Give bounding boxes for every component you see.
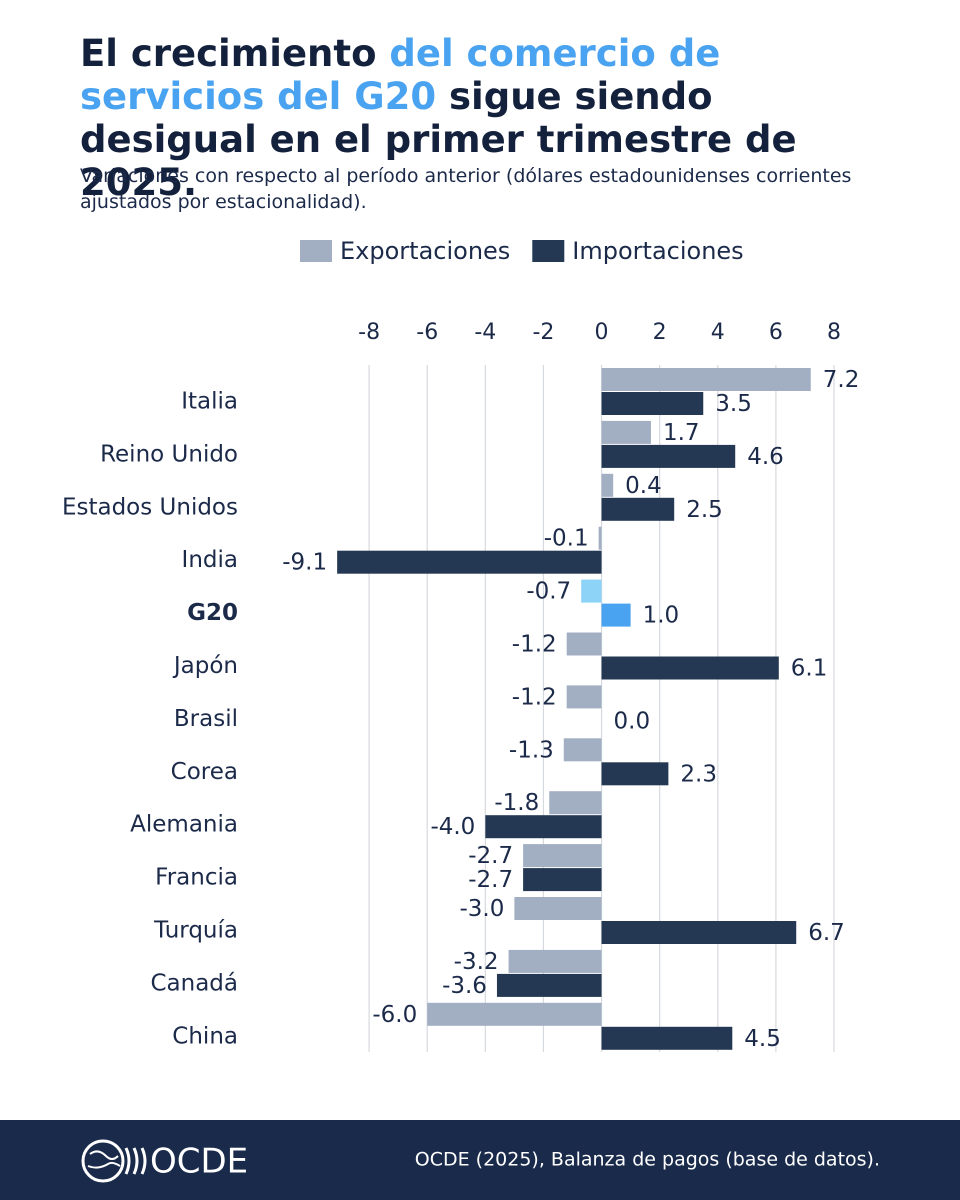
footer: OCDE OCDE (2025), Balanza de pagos (base… — [0, 1120, 960, 1200]
y-tick-label: G20 — [187, 600, 238, 626]
bar — [601, 444, 736, 468]
data-label: -1.3 — [509, 737, 554, 763]
y-tick-label: Corea — [171, 759, 238, 785]
footer-graphics: OCDE OCDE (2025), Balanza de pagos (base… — [81, 1139, 880, 1183]
chart-subtitle: Variaciones con respecto al período ante… — [80, 165, 852, 213]
y-tick-label: Turquía — [153, 918, 238, 944]
data-label: 1.0 — [643, 603, 680, 629]
y-tick-label: Brasil — [174, 706, 238, 732]
title-part: sigue siendo desigual en el primer trime… — [80, 75, 797, 204]
data-label: 1.7 — [663, 420, 700, 446]
y-tick-label: Japón — [172, 653, 238, 679]
bar — [598, 526, 602, 550]
data-label: 7.2 — [823, 367, 860, 393]
data-label: 0.4 — [625, 473, 662, 499]
x-tick-label: -2 — [532, 320, 554, 345]
data-label: -1.8 — [494, 790, 539, 816]
bar — [549, 791, 602, 815]
bar — [514, 897, 602, 920]
data-label: -2.7 — [468, 867, 513, 893]
data-label: -9.1 — [282, 550, 327, 576]
bar — [601, 1026, 733, 1050]
data-label: 3.5 — [715, 391, 752, 417]
title-part: El crecimiento — [80, 32, 377, 75]
legend-label: Exportaciones — [340, 237, 510, 265]
bar — [523, 868, 602, 892]
bar — [601, 921, 797, 944]
data-label: -4.0 — [430, 814, 475, 840]
bar — [601, 656, 779, 680]
data-label: -3.2 — [454, 949, 499, 975]
logo-globe — [81, 1139, 125, 1183]
bar — [566, 685, 602, 709]
x-tick-label: -4 — [474, 320, 496, 345]
x-tick-label: -8 — [358, 320, 380, 345]
data-label: 6.1 — [791, 656, 828, 682]
y-tick-label: Alemania — [130, 812, 238, 838]
bar — [601, 392, 704, 415]
x-tick-label: -6 — [416, 320, 438, 345]
bar — [601, 603, 631, 627]
x-tick-label: 8 — [827, 320, 841, 345]
chart-title: El crecimiento del comercio de servicios… — [80, 32, 900, 204]
bar — [601, 497, 675, 521]
y-tick-label: China — [172, 1023, 238, 1049]
bar — [601, 420, 651, 444]
bar — [496, 973, 602, 997]
data-label: -3.0 — [459, 896, 504, 922]
logo-lines — [87, 1150, 121, 1169]
data-label: -0.7 — [526, 579, 571, 605]
title-part: del comercio de servicios del G20 — [80, 32, 721, 118]
bar — [508, 949, 602, 973]
logo-arcs — [124, 1147, 147, 1175]
x-tick-label: 4 — [711, 320, 725, 345]
legend-swatch — [300, 240, 332, 262]
bar — [427, 1002, 602, 1026]
logo-text: OCDE — [150, 1142, 248, 1182]
data-label: 6.7 — [808, 920, 845, 946]
bar — [601, 762, 669, 786]
data-label: 0.0 — [614, 708, 651, 734]
bar — [523, 844, 602, 868]
x-tick-label: 2 — [653, 320, 667, 345]
y-tick-label: Francia — [155, 865, 238, 891]
bar — [566, 632, 602, 656]
data-label: -1.2 — [512, 684, 557, 710]
x-tick-label: 0 — [595, 320, 609, 345]
y-tick-label: Estados Unidos — [62, 494, 238, 520]
bar — [601, 473, 614, 497]
y-tick-label: Italia — [181, 389, 238, 415]
data-label: -0.1 — [544, 526, 589, 552]
x-tick-label: 6 — [769, 320, 783, 345]
bar — [601, 368, 811, 391]
data-label: 2.3 — [680, 761, 717, 787]
chart: Exportaciones Importaciones -8 -6 -4 -2 0 2 4 6 8 I… — [62, 237, 860, 1052]
data-label: 2.5 — [686, 497, 723, 523]
legend-swatch — [532, 240, 565, 262]
data-label: -6.0 — [372, 1002, 417, 1028]
source: OCDE (2025), Balanza de pagos (base de d… — [415, 1149, 880, 1171]
bar — [485, 815, 602, 839]
bar — [337, 550, 602, 574]
data-label: -2.7 — [468, 843, 513, 869]
bar — [581, 579, 602, 603]
data-label: -3.6 — [442, 973, 487, 999]
legend-label: Importaciones — [572, 237, 743, 265]
data-label: -1.2 — [512, 632, 557, 658]
y-tick-label: Reino Unido — [100, 441, 238, 467]
bar — [563, 738, 602, 762]
y-tick-label: Canadá — [150, 970, 238, 996]
y-tick-label: India — [182, 547, 238, 573]
data-label: 4.6 — [747, 444, 784, 470]
data-label: 4.5 — [744, 1026, 781, 1052]
